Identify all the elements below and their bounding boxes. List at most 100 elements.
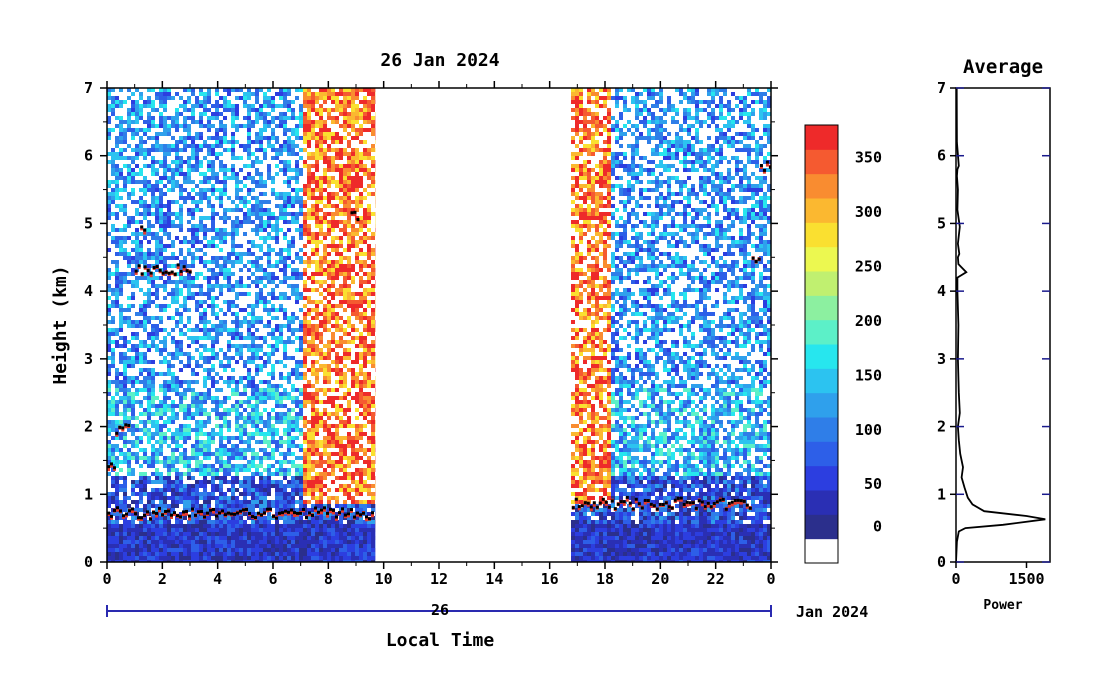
heatmap-cell xyxy=(187,468,191,472)
heatmap-cell xyxy=(343,452,347,456)
heatmap-cell xyxy=(227,500,231,504)
heatmap-cell xyxy=(347,436,351,440)
heatmap-cell xyxy=(267,248,271,252)
heatmap-cell xyxy=(195,464,199,468)
heatmap-cell xyxy=(107,208,111,212)
heatmap-cell xyxy=(139,496,143,500)
heatmap-cell xyxy=(131,560,135,562)
heatmap-cell xyxy=(255,296,259,300)
heatmap-cell xyxy=(339,384,343,388)
heatmap-cell xyxy=(151,200,155,204)
heatmap-cell xyxy=(311,436,315,440)
heatmap-cell xyxy=(155,188,159,192)
heatmap-cell xyxy=(135,104,139,108)
heatmap-cell xyxy=(223,444,227,448)
heatmap-cell xyxy=(199,452,203,456)
heatmap-cell xyxy=(283,412,287,416)
heatmap-cell xyxy=(299,392,303,396)
heatmap-cell xyxy=(335,212,339,216)
heatmap-cell xyxy=(199,260,203,264)
heatmap-cell xyxy=(343,372,347,376)
heatmap-cell xyxy=(227,448,231,452)
heatmap-cell xyxy=(159,144,163,148)
heatmap-cell xyxy=(227,544,231,548)
heatmap-cell xyxy=(179,452,183,456)
heatmap-cell xyxy=(351,524,355,528)
heatmap-cell xyxy=(123,444,127,448)
heatmap-cell xyxy=(215,284,219,288)
heatmap-cell xyxy=(347,496,351,500)
heatmap-cell xyxy=(287,324,291,328)
heatmap-cell xyxy=(119,124,123,128)
heatmap-cell xyxy=(335,192,339,196)
heatmap-cell xyxy=(163,500,167,504)
heatmap-cell xyxy=(283,268,287,272)
heatmap-cell xyxy=(275,164,279,168)
heatmap-cell xyxy=(171,436,175,440)
heatmap-cell xyxy=(151,556,155,560)
heatmap-cell xyxy=(323,308,327,312)
heatmap-cell xyxy=(315,472,319,476)
heatmap-cell xyxy=(155,408,159,412)
heatmap-cell xyxy=(331,132,335,136)
heatmap-cell xyxy=(163,232,167,236)
heatmap-cell xyxy=(199,312,203,316)
heatmap-cell xyxy=(283,144,287,148)
heatmap-cell xyxy=(323,168,327,172)
heatmap-cell xyxy=(275,204,279,208)
heatmap-cell xyxy=(299,256,303,260)
heatmap-cell xyxy=(147,212,151,216)
heatmap-cell xyxy=(327,368,331,372)
heatmap-cell xyxy=(131,268,135,272)
heatmap-cell xyxy=(187,196,191,200)
heatmap-cell xyxy=(331,304,335,308)
heatmap-cell xyxy=(211,364,215,368)
heatmap-cell xyxy=(147,220,151,224)
heatmap-cell xyxy=(287,152,291,156)
heatmap-cell xyxy=(311,488,315,492)
heatmap-cell xyxy=(239,308,243,312)
heatmap-cell xyxy=(191,412,195,416)
heatmap-cell xyxy=(315,92,319,96)
heatmap-cell xyxy=(159,452,163,456)
heatmap-cell xyxy=(119,512,123,516)
heatmap-cell xyxy=(231,552,235,556)
heatmap-cell xyxy=(211,272,215,276)
heatmap-cell xyxy=(327,288,331,292)
heatmap-cell xyxy=(251,124,255,128)
heatmap-cell xyxy=(191,548,195,552)
heatmap-cell xyxy=(295,152,299,156)
heatmap-cell xyxy=(343,528,347,532)
heatmap-cell xyxy=(111,360,115,364)
heatmap-cell xyxy=(215,256,219,260)
heatmap-cell xyxy=(347,232,351,236)
heatmap-cell xyxy=(307,132,311,136)
heatmap-cell xyxy=(303,448,307,452)
heatmap-cell xyxy=(179,512,183,516)
heatmap-cell xyxy=(219,248,223,252)
heatmap-cell xyxy=(191,340,195,344)
heatmap-cell xyxy=(163,504,167,508)
heatmap-cell xyxy=(119,136,123,140)
heatmap-cell xyxy=(275,440,279,444)
heatmap-cell xyxy=(175,460,179,464)
heatmap-cell xyxy=(151,172,155,176)
heatmap-cell xyxy=(195,168,199,172)
heatmap-cell xyxy=(251,272,255,276)
heatmap-cell xyxy=(331,192,335,196)
heatmap-cell xyxy=(335,92,339,96)
heatmap-cell xyxy=(239,520,243,524)
heatmap-cell xyxy=(135,388,139,392)
heatmap-cell xyxy=(287,136,291,140)
heatmap-cell xyxy=(271,384,275,388)
heatmap-cell xyxy=(303,472,307,476)
heatmap-cell xyxy=(219,136,223,140)
heatmap-cell xyxy=(151,284,155,288)
heatmap-cell xyxy=(271,544,275,548)
heatmap-cell xyxy=(211,396,215,400)
heatmap-cell xyxy=(295,188,299,192)
heatmap-cell xyxy=(159,212,163,216)
heatmap-cell xyxy=(351,208,355,212)
heatmap-cell xyxy=(243,448,247,452)
heatmap-cell xyxy=(247,356,251,360)
